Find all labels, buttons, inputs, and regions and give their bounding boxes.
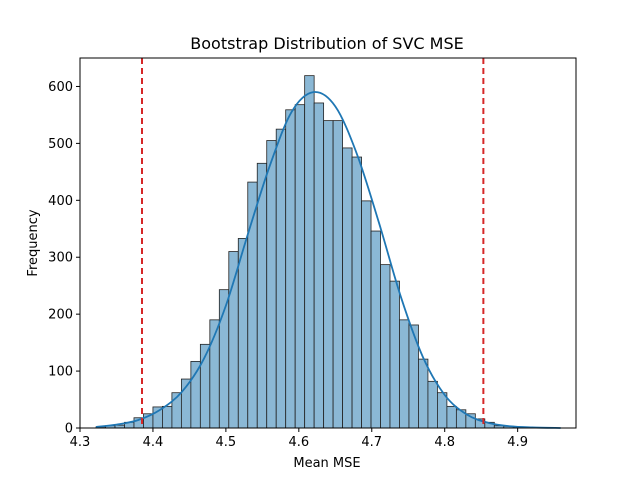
histogram-bar (361, 200, 372, 429)
x-tick-label: 4.7 (361, 435, 382, 450)
plot-frame (79, 57, 577, 429)
x-tick-label: 4.5 (216, 435, 237, 450)
histogram-bar (446, 405, 457, 429)
histogram-bar (313, 102, 325, 429)
bars-group (95, 75, 533, 429)
chart-title: Bootstrap Distribution of SVC MSE (190, 34, 463, 53)
histogram-bar (228, 251, 239, 429)
histogram-bar (294, 104, 306, 429)
histogram-bar (266, 140, 277, 429)
x-tick-label: 4.4 (143, 435, 164, 450)
kde-group (95, 91, 561, 429)
x-axis-label: Mean MSE (293, 456, 360, 471)
y-axis-label: Frequency (26, 209, 41, 276)
histogram-bar (351, 156, 362, 429)
histogram-bar (342, 147, 353, 429)
histogram-bar (190, 360, 201, 429)
histogram-bar (285, 109, 296, 429)
histogram-bar (427, 380, 438, 429)
histogram-bar (370, 230, 381, 429)
histogram-bar (437, 392, 448, 429)
histogram-bar (332, 120, 343, 429)
y-tick-label: 0 (65, 422, 73, 437)
histogram-bar (418, 358, 429, 429)
x-tick-label: 4.8 (434, 435, 455, 450)
y-tick-label: 600 (48, 80, 73, 95)
histogram-bar (323, 120, 334, 429)
y-tick-label: 200 (48, 308, 73, 323)
histogram-bar (162, 405, 173, 429)
y-tick-label: 400 (48, 194, 73, 209)
histogram-bar (399, 319, 410, 429)
x-tick-label: 4.6 (288, 435, 309, 450)
y-tick-label: 300 (48, 251, 73, 266)
x-tick-label: 4.9 (507, 435, 528, 450)
y-tick-label: 500 (48, 137, 73, 152)
y-tick-label: 100 (48, 365, 73, 380)
histogram-bar (256, 162, 268, 429)
y-axis-ticks: 0 100 200 300 400 500 600 (48, 80, 80, 437)
reference-lines-group (141, 58, 485, 428)
histogram-bar (389, 280, 400, 429)
histogram-bar (304, 75, 315, 429)
histogram-bar (275, 128, 287, 429)
x-tick-label: 4.3 (70, 435, 91, 450)
histogram-bar (237, 238, 249, 429)
histogram-bar (380, 264, 391, 429)
x-axis-ticks: 4.3 4.4 4.5 4.6 4.7 4.8 4.9 (70, 428, 528, 450)
kde-curve (95, 91, 561, 429)
